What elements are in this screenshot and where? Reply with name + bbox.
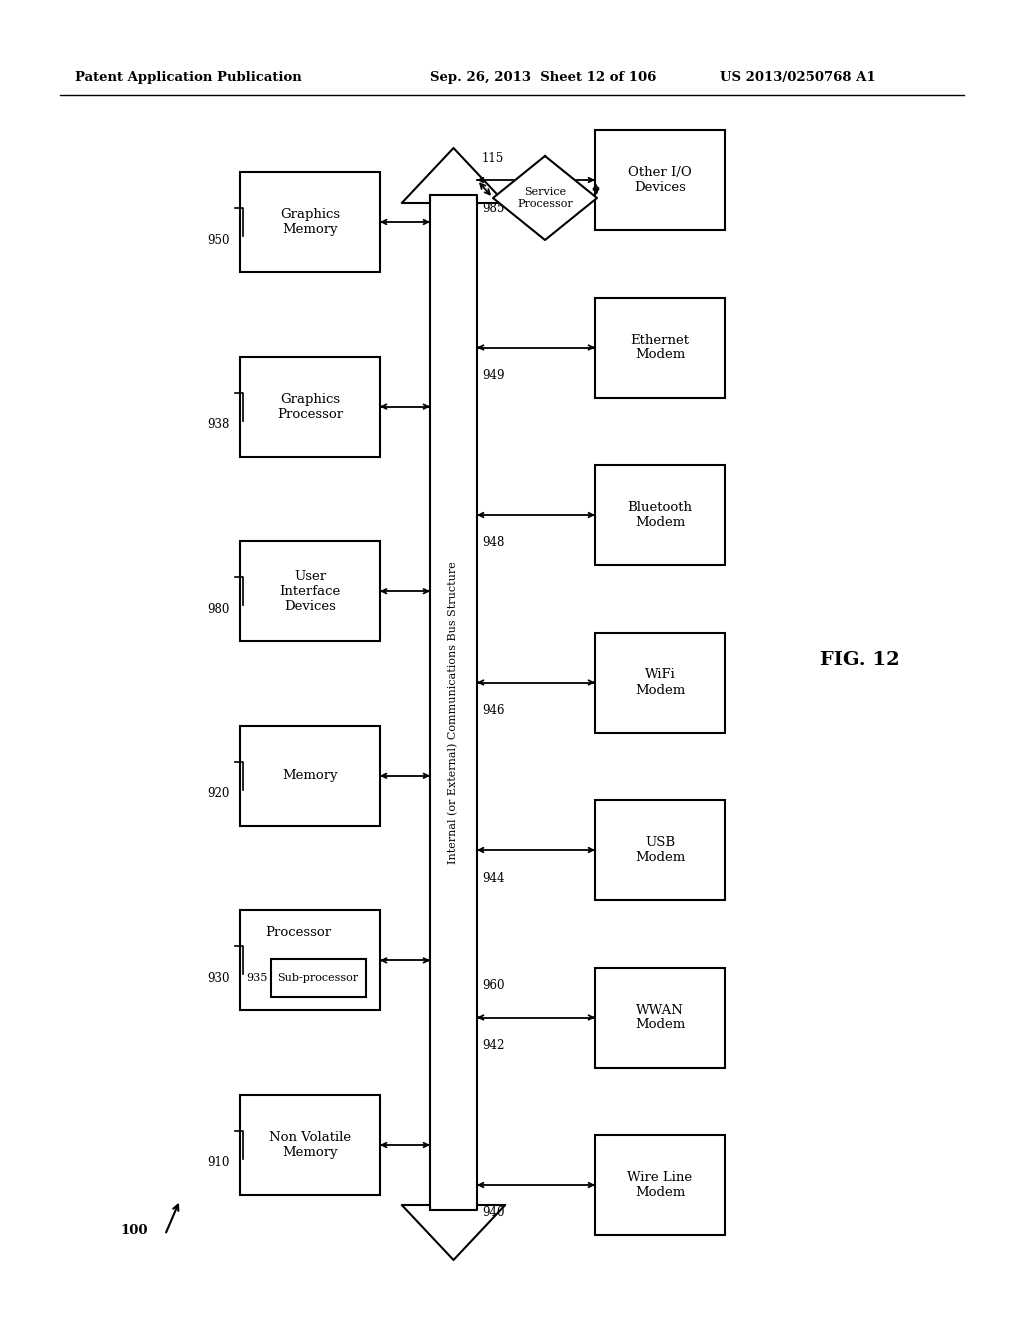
Text: Wire Line
Modem: Wire Line Modem — [628, 1171, 692, 1199]
Text: Memory: Memory — [283, 770, 338, 783]
Text: Non Volatile
Memory: Non Volatile Memory — [269, 1131, 351, 1159]
Text: 935: 935 — [246, 973, 267, 983]
Text: Ethernet
Modem: Ethernet Modem — [631, 334, 689, 362]
Bar — [595, 297, 725, 397]
Text: 946: 946 — [482, 704, 505, 717]
Text: Patent Application Publication: Patent Application Publication — [75, 71, 302, 84]
Text: Bluetooth
Modem: Bluetooth Modem — [628, 502, 692, 529]
Bar — [240, 356, 380, 457]
Text: WWAN
Modem: WWAN Modem — [635, 1003, 685, 1031]
Bar — [240, 911, 380, 1010]
Polygon shape — [493, 156, 597, 240]
Text: Sep. 26, 2013  Sheet 12 of 106: Sep. 26, 2013 Sheet 12 of 106 — [430, 71, 656, 84]
Text: 930: 930 — [208, 972, 230, 985]
Text: 938: 938 — [208, 418, 230, 432]
Bar — [595, 1135, 725, 1236]
Text: 100: 100 — [121, 1224, 148, 1237]
Bar — [595, 632, 725, 733]
Text: 942: 942 — [482, 1039, 505, 1052]
Text: 985: 985 — [482, 202, 505, 214]
Text: 940: 940 — [482, 1206, 505, 1220]
Text: US 2013/0250768 A1: US 2013/0250768 A1 — [720, 71, 876, 84]
Text: FIG. 12: FIG. 12 — [820, 651, 900, 669]
Text: 910: 910 — [208, 1156, 230, 1170]
Text: 949: 949 — [482, 370, 505, 381]
Text: Service
Processor: Service Processor — [517, 187, 572, 209]
Text: 950: 950 — [208, 234, 230, 247]
Bar — [240, 172, 380, 272]
Text: Other I/O
Devices: Other I/O Devices — [628, 166, 692, 194]
Polygon shape — [401, 1205, 505, 1261]
Text: USB
Modem: USB Modem — [635, 836, 685, 865]
Text: 115: 115 — [482, 152, 504, 165]
Bar — [240, 726, 380, 826]
Text: Internal (or External) Communications Bus Structure: Internal (or External) Communications Bu… — [449, 561, 459, 863]
Bar — [595, 968, 725, 1068]
Text: 944: 944 — [482, 871, 505, 884]
Text: User
Interface
Devices: User Interface Devices — [280, 570, 341, 612]
Text: 980: 980 — [208, 603, 230, 615]
Bar — [240, 541, 380, 642]
Text: Graphics
Processor: Graphics Processor — [276, 392, 343, 421]
Bar — [595, 800, 725, 900]
Text: Processor: Processor — [265, 925, 331, 939]
Bar — [270, 960, 366, 998]
Bar — [595, 129, 725, 230]
Text: 960: 960 — [482, 979, 505, 991]
Text: 920: 920 — [208, 787, 230, 800]
Text: WiFi
Modem: WiFi Modem — [635, 668, 685, 697]
Bar — [240, 1096, 380, 1195]
Polygon shape — [401, 148, 505, 203]
Text: 948: 948 — [482, 536, 505, 549]
Bar — [595, 465, 725, 565]
Text: Sub-processor: Sub-processor — [278, 973, 358, 983]
Text: Graphics
Memory: Graphics Memory — [280, 209, 340, 236]
